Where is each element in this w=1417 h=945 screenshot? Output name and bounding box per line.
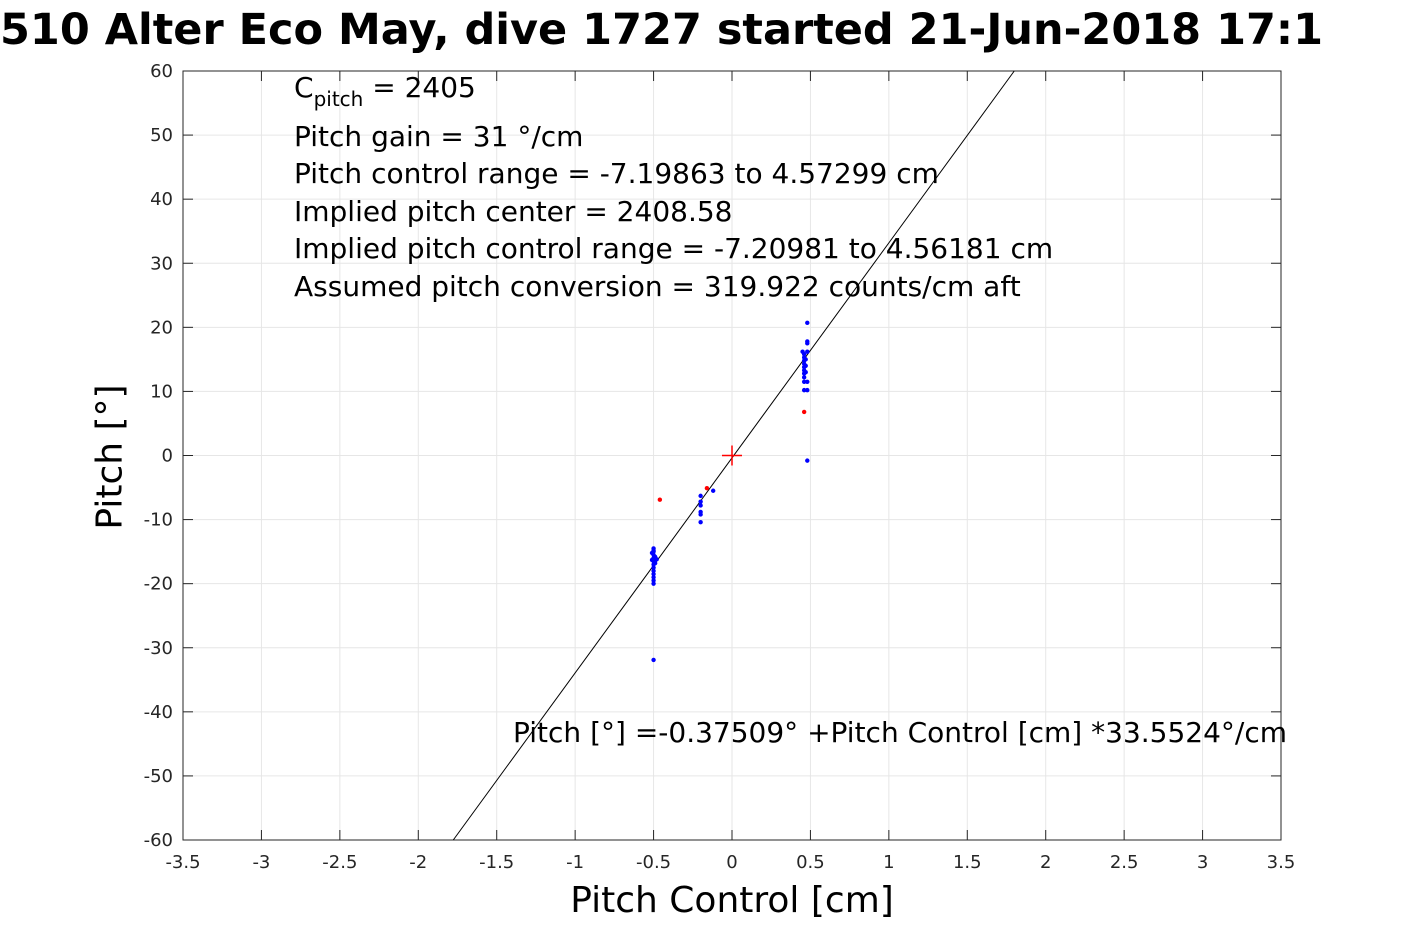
cpitch-annotation: Cpitch = 2405 bbox=[294, 71, 476, 111]
y-tick-label: 10 bbox=[150, 381, 173, 402]
y-tick-labels: -60 -50 -40 -30 -20 -10 0 10 20 30 40 50 60 bbox=[144, 61, 173, 851]
x-axis-label: Pitch Control [cm] bbox=[570, 880, 894, 921]
pitch-control-range-annotation: Pitch control range = -7.19863 to 4.5729… bbox=[294, 157, 939, 190]
y-tick-label: -50 bbox=[144, 766, 173, 787]
data-point bbox=[651, 575, 656, 580]
x-tick-label: -1 bbox=[566, 852, 584, 873]
data-point bbox=[805, 379, 810, 385]
x-tick-label: -3.5 bbox=[165, 852, 200, 873]
y-tick-label: 0 bbox=[162, 446, 173, 467]
data-point bbox=[698, 493, 703, 499]
data-points bbox=[649, 320, 810, 663]
data-point bbox=[805, 387, 810, 393]
x-tick-labels: -3.5 -3 -2.5 -2 -1.5 -1 -0.5 0 0.5 1 1.5 2 2.5 3 3.5 bbox=[165, 852, 1295, 873]
data-point bbox=[805, 349, 810, 354]
data-point bbox=[710, 488, 716, 493]
pitch-conversion-annotation: Assumed pitch conversion = 319.922 count… bbox=[294, 270, 1021, 303]
data-point bbox=[654, 557, 659, 562]
data-point bbox=[698, 503, 703, 508]
data-point bbox=[651, 581, 656, 586]
data-point bbox=[698, 499, 703, 504]
data-point bbox=[651, 568, 656, 574]
y-tick-label: -30 bbox=[144, 638, 173, 659]
x-tick-label: -2.5 bbox=[322, 852, 357, 873]
data-point bbox=[803, 357, 808, 362]
data-point bbox=[805, 339, 810, 344]
data-point bbox=[801, 387, 807, 393]
x-tick-label: 2 bbox=[1040, 852, 1051, 873]
x-tick-label: 3.5 bbox=[1267, 852, 1296, 873]
data-point bbox=[800, 349, 805, 354]
x-tick-label: 0.5 bbox=[796, 852, 825, 873]
data-point bbox=[698, 512, 703, 517]
y-tick-label: -40 bbox=[144, 702, 173, 723]
x-tick-label: -0.5 bbox=[636, 852, 671, 873]
data-point bbox=[698, 519, 703, 525]
y-tick-label: -60 bbox=[144, 830, 173, 851]
data-point bbox=[805, 320, 810, 326]
data-point bbox=[803, 363, 808, 368]
x-tick-label: 1 bbox=[883, 852, 894, 873]
x-tick-label: -3 bbox=[252, 852, 270, 873]
y-tick-label: -20 bbox=[144, 574, 173, 595]
data-point bbox=[651, 548, 656, 553]
data-point bbox=[801, 409, 807, 415]
x-tick-label: -2 bbox=[409, 852, 427, 873]
x-tick-label: -1.5 bbox=[479, 852, 514, 873]
data-point bbox=[801, 375, 807, 380]
pitch-gain-annotation: Pitch gain = 31 °/cm bbox=[294, 120, 584, 153]
data-point bbox=[651, 571, 656, 577]
data-point bbox=[704, 485, 710, 491]
y-tick-label: -10 bbox=[144, 510, 173, 531]
data-point bbox=[649, 557, 655, 563]
y-axis-label: Pitch [°] bbox=[89, 384, 131, 530]
data-point bbox=[657, 497, 663, 502]
fit-equation: Pitch [°] =-0.37509° +Pitch Control [cm]… bbox=[513, 716, 1288, 749]
y-tick-label: 20 bbox=[150, 317, 173, 338]
implied-pitch-control-range-annotation: Implied pitch control range = -7.20981 t… bbox=[294, 232, 1054, 265]
implied-pitch-center-annotation: Implied pitch center = 2408.58 bbox=[294, 195, 733, 228]
cpitch-subscript: pitch bbox=[313, 87, 364, 111]
x-tick-label: 0 bbox=[726, 852, 737, 873]
data-point bbox=[803, 369, 808, 375]
data-point bbox=[805, 458, 810, 463]
y-tick-label: 60 bbox=[150, 61, 173, 82]
center-marker bbox=[722, 445, 742, 466]
x-tick-label: 3 bbox=[1197, 852, 1208, 873]
data-point bbox=[651, 657, 656, 663]
y-tick-label: 30 bbox=[150, 253, 173, 274]
data-point bbox=[651, 578, 656, 583]
data-point bbox=[651, 565, 656, 570]
data-point bbox=[801, 379, 807, 385]
chart-title: 510 Alter Eco May, dive 1727 started 21-… bbox=[0, 6, 1324, 54]
x-tick-label: 1.5 bbox=[953, 852, 982, 873]
y-tick-label: 50 bbox=[150, 125, 173, 146]
data-point bbox=[652, 560, 658, 566]
axis-ticks bbox=[182, 70, 1282, 841]
y-tick-label: 40 bbox=[150, 189, 173, 210]
x-tick-label: 2.5 bbox=[1110, 852, 1139, 873]
